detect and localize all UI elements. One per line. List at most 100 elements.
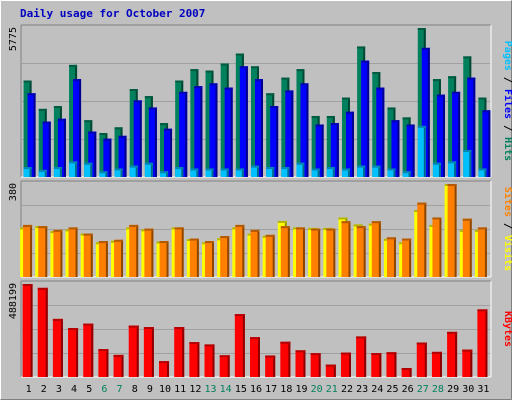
bar-pages-day-24 bbox=[372, 165, 381, 177]
bar-sites-day-8 bbox=[129, 224, 139, 277]
chart-title: Daily usage for October 2007 bbox=[20, 7, 205, 20]
bar-pages-day-31 bbox=[478, 168, 487, 177]
bar-kbytes-day-27 bbox=[416, 342, 427, 377]
bar-files-day-24 bbox=[376, 87, 385, 177]
bar-files-day-28 bbox=[436, 94, 445, 177]
bar-pages-day-1 bbox=[23, 167, 32, 177]
bar-sites-day-17 bbox=[265, 234, 275, 277]
bar-kbytes-day-3 bbox=[52, 318, 63, 377]
bar-files-day-31 bbox=[482, 110, 491, 177]
bar-kbytes-day-20 bbox=[310, 353, 321, 377]
legend-separator: / bbox=[502, 217, 512, 235]
y-max-label: 5775 bbox=[8, 27, 19, 51]
bar-pages-day-30 bbox=[463, 150, 472, 177]
x-tick-label: 7 bbox=[117, 384, 123, 395]
legend-item-visits: Visits bbox=[502, 235, 512, 271]
bar-kbytes-day-19 bbox=[295, 350, 306, 377]
bar-files-day-22 bbox=[345, 111, 354, 177]
bar-kbytes-day-16 bbox=[250, 337, 260, 377]
bar-files-day-23 bbox=[361, 60, 370, 178]
x-tick-label: 25 bbox=[386, 384, 398, 395]
bar-pages-day-10 bbox=[160, 171, 169, 177]
x-tick-label: 2 bbox=[41, 384, 47, 395]
bar-pages-day-16 bbox=[251, 165, 259, 177]
x-tick-label: 6 bbox=[101, 384, 107, 395]
bar-kbytes-day-6 bbox=[98, 348, 109, 377]
bar-kbytes-day-30 bbox=[462, 349, 473, 377]
bar-pages-day-26 bbox=[402, 171, 411, 177]
bar-sites-day-28 bbox=[432, 217, 442, 277]
bar-pages-day-17 bbox=[266, 167, 275, 177]
bar-kbytes-day-12 bbox=[189, 342, 200, 377]
bar-pages-day-21 bbox=[326, 167, 335, 177]
bar-files-day-1 bbox=[27, 93, 36, 177]
bar-pages-day-3 bbox=[53, 167, 62, 177]
series-legend: KBytes bbox=[502, 311, 512, 347]
bar-files-day-13 bbox=[209, 83, 218, 177]
legend-item-hits: Hits bbox=[502, 137, 512, 161]
x-tick-label: 3 bbox=[56, 384, 62, 395]
bar-kbytes-day-13 bbox=[204, 344, 215, 377]
bar-files-day-26 bbox=[406, 124, 415, 177]
bar-kbytes-day-17 bbox=[265, 355, 276, 377]
bar-pages-day-8 bbox=[129, 165, 138, 177]
bar-sites-day-27 bbox=[417, 202, 427, 277]
legend-separator: / bbox=[502, 119, 512, 137]
bar-pages-day-14 bbox=[220, 168, 229, 177]
x-tick-label: 20 bbox=[311, 384, 323, 395]
x-tick-label: 10 bbox=[159, 384, 171, 395]
bar-sites-day-3 bbox=[53, 229, 63, 277]
bar-pages-day-27 bbox=[417, 125, 426, 177]
bar-sites-day-26 bbox=[402, 238, 412, 277]
bar-files-day-29 bbox=[452, 91, 461, 177]
bar-files-day-6 bbox=[103, 138, 112, 177]
x-tick-label: 1 bbox=[26, 384, 32, 395]
bar-kbytes-day-5 bbox=[83, 323, 94, 377]
bar-kbytes-day-29 bbox=[447, 331, 458, 377]
bar-pages-day-18 bbox=[281, 167, 290, 177]
bar-sites-day-14 bbox=[220, 236, 230, 277]
bar-files-day-12 bbox=[194, 86, 203, 177]
bar-sites-day-19 bbox=[295, 227, 305, 277]
bar-files-day-27 bbox=[421, 47, 430, 177]
bar-pages-day-12 bbox=[190, 168, 199, 177]
bar-files-day-19 bbox=[300, 83, 309, 177]
bar-sites-day-12 bbox=[189, 238, 199, 277]
legend-item-sites: Sites bbox=[502, 187, 512, 217]
bar-sites-day-16 bbox=[250, 229, 260, 277]
bar-sites-day-29 bbox=[447, 184, 457, 277]
x-tick-label: 31 bbox=[477, 384, 489, 395]
bar-sites-day-30 bbox=[462, 218, 472, 277]
bar-pages-day-23 bbox=[357, 165, 366, 177]
bar-pages-day-4 bbox=[69, 161, 78, 177]
bar-files-day-9 bbox=[148, 107, 157, 177]
bar-kbytes-day-31 bbox=[477, 309, 488, 377]
x-tick-label: 12 bbox=[189, 384, 201, 395]
bar-files-day-4 bbox=[73, 79, 82, 177]
bar-kbytes-day-4 bbox=[68, 328, 79, 377]
bar-kbytes-day-21 bbox=[325, 364, 336, 377]
x-tick-label: 18 bbox=[280, 384, 292, 395]
bar-sites-day-20 bbox=[311, 228, 321, 277]
bar-pages-day-15 bbox=[235, 168, 244, 177]
bar-sites-day-10 bbox=[159, 241, 169, 277]
bar-pages-day-9 bbox=[144, 162, 153, 177]
bar-kbytes-day-22 bbox=[340, 352, 351, 377]
bar-sites-day-21 bbox=[326, 228, 336, 277]
x-tick-label: 27 bbox=[417, 384, 429, 395]
bar-kbytes-day-1 bbox=[22, 284, 33, 377]
bar-sites-day-5 bbox=[83, 233, 93, 277]
bar-kbytes-day-23 bbox=[356, 336, 367, 377]
bar-pages-day-13 bbox=[205, 168, 214, 177]
bar-kbytes-day-11 bbox=[174, 327, 185, 377]
bar-sites-day-2 bbox=[38, 226, 48, 277]
bar-pages-day-28 bbox=[432, 162, 441, 177]
x-tick-label: 23 bbox=[356, 384, 368, 395]
x-tick-label: 26 bbox=[402, 384, 414, 395]
bar-sites-day-13 bbox=[205, 241, 215, 277]
bar-files-day-7 bbox=[118, 135, 127, 177]
series-legend: Sites / Visits bbox=[502, 187, 512, 271]
series-legend: Pages / Files / Hits bbox=[502, 41, 512, 161]
bar-pages-day-2 bbox=[38, 169, 47, 177]
bar-sites-day-18 bbox=[280, 226, 290, 277]
